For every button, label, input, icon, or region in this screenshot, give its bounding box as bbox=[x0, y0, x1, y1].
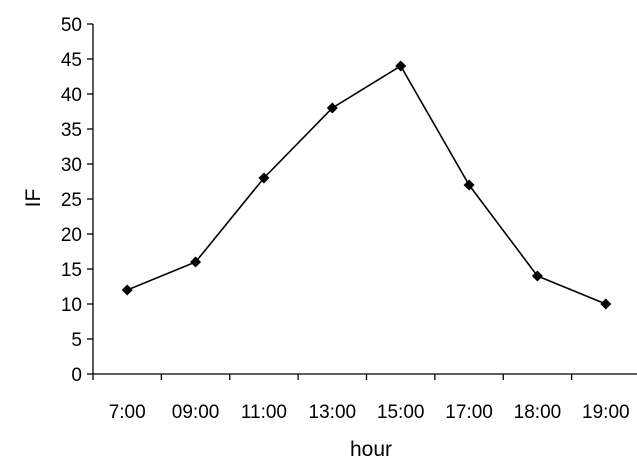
x-tick-label: 19:00 bbox=[582, 402, 630, 423]
y-tick-label: 0 bbox=[71, 365, 82, 386]
x-tick-label: 7:00 bbox=[109, 402, 146, 423]
y-tick-label: 30 bbox=[61, 155, 82, 176]
y-axis-title: IF bbox=[22, 189, 45, 208]
y-tick-label: 45 bbox=[61, 50, 82, 71]
y-tick-label: 15 bbox=[61, 260, 82, 281]
x-tick-label: 11:00 bbox=[241, 402, 287, 423]
data-point-marker bbox=[121, 284, 133, 296]
x-tick-label: 17:00 bbox=[445, 402, 493, 423]
x-axis-title: hour bbox=[350, 438, 392, 459]
data-point-marker bbox=[463, 179, 475, 191]
series-line bbox=[126, 64, 607, 305]
series-layer bbox=[121, 60, 612, 310]
x-axis: 7:00 09:00 11:00 13:00 15:00 17:00 18:00 19:00 bbox=[92, 373, 637, 423]
x-tick-label: 13:00 bbox=[309, 402, 357, 423]
x-tick-label: 15:00 bbox=[377, 402, 425, 423]
data-point-marker bbox=[326, 102, 338, 114]
y-tick-label: 5 bbox=[71, 330, 82, 351]
x-tick-label: 09:00 bbox=[172, 402, 220, 423]
x-tick-label: 18:00 bbox=[514, 402, 562, 423]
data-point-marker bbox=[395, 60, 407, 72]
y-tick-label: 25 bbox=[61, 190, 82, 211]
y-tick-label: 50 bbox=[61, 15, 82, 36]
y-tick-label: 35 bbox=[61, 120, 82, 141]
y-tick-label: 20 bbox=[61, 225, 82, 246]
data-point-marker bbox=[258, 172, 270, 184]
y-tick-label: 10 bbox=[61, 295, 82, 316]
data-point-marker bbox=[531, 270, 543, 282]
data-point-marker bbox=[600, 298, 612, 310]
y-tick-label: 40 bbox=[61, 85, 82, 106]
y-axis: 0 5 10 15 20 25 30 35 40 45 50 bbox=[61, 15, 94, 386]
data-point-marker bbox=[190, 256, 202, 268]
